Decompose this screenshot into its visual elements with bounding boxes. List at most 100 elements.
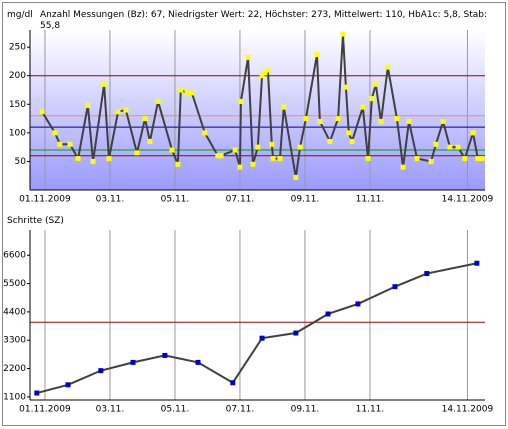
x-tick-label: 09.11. — [291, 405, 320, 415]
data-point — [406, 118, 412, 124]
data-point — [365, 156, 371, 162]
data-point — [327, 138, 333, 144]
x-tick-label: 01.11.2009 — [19, 405, 71, 415]
x-tick-label: 03.11. — [96, 405, 125, 415]
y-axis-label: Schritte (SZ) — [7, 216, 64, 226]
data-point — [115, 109, 121, 115]
data-point — [232, 147, 238, 153]
data-point — [303, 116, 309, 122]
y-tick-label: 1100 — [3, 392, 26, 402]
data-point — [335, 116, 341, 122]
x-tick-label: 14.11.2009 — [442, 195, 494, 205]
data-point — [340, 31, 346, 37]
data-point — [360, 104, 366, 110]
data-point — [297, 144, 303, 150]
data-point — [270, 156, 276, 162]
y-tick-label: 100 — [9, 128, 26, 138]
y-tick-label: 6600 — [3, 251, 26, 261]
data-point — [178, 87, 184, 93]
data-point — [293, 174, 299, 180]
data-point — [184, 90, 190, 96]
data-point — [130, 359, 136, 365]
data-point — [101, 81, 107, 87]
data-point — [355, 301, 361, 307]
data-point — [455, 144, 461, 150]
data-point — [392, 284, 398, 290]
data-point — [262, 70, 268, 76]
data-point — [189, 90, 195, 96]
data-point — [75, 156, 81, 162]
data-point — [385, 64, 391, 70]
data-point — [277, 156, 283, 162]
data-point — [162, 352, 168, 358]
data-point — [230, 380, 236, 386]
data-point — [106, 156, 112, 162]
data-point — [147, 138, 153, 144]
data-point — [85, 102, 91, 108]
data-point — [269, 141, 275, 147]
data-point — [65, 382, 71, 388]
chart-title: Anzahl Messungen (Bz): 67, Niedrigster W… — [40, 10, 488, 31]
x-tick-label: 07.11. — [226, 405, 255, 415]
data-point — [34, 390, 40, 396]
data-point — [400, 164, 406, 170]
data-point — [134, 150, 140, 156]
data-point — [317, 118, 323, 124]
data-point — [195, 359, 201, 365]
x-tick-label: 05.11. — [161, 405, 190, 415]
data-point — [52, 130, 58, 136]
x-tick-label: 09.11. — [291, 195, 320, 205]
data-point — [238, 98, 244, 104]
data-point — [255, 144, 261, 150]
x-tick-label: 05.11. — [161, 195, 190, 205]
data-line — [36, 262, 478, 395]
x-tick-label: 14.11.2009 — [442, 405, 494, 415]
x-tick-label: 01.11.2009 — [19, 195, 71, 205]
data-point — [98, 368, 104, 374]
x-tick-label: 11.11. — [356, 195, 385, 205]
x-tick-label: 03.11. — [96, 195, 125, 205]
y-tick-label: 2200 — [3, 364, 26, 374]
data-point — [440, 118, 446, 124]
data-point — [325, 311, 331, 317]
y-tick-label: 150 — [9, 100, 26, 110]
data-point — [470, 130, 476, 136]
data-point — [369, 96, 375, 102]
y-tick-label: 3300 — [3, 336, 26, 346]
data-point — [90, 158, 96, 164]
data-point — [39, 109, 45, 115]
data-point — [67, 141, 73, 147]
y-tick-label: 200 — [9, 71, 26, 81]
data-point — [378, 118, 384, 124]
data-point — [314, 52, 320, 58]
data-point — [169, 147, 175, 153]
plot-background — [30, 230, 485, 400]
data-point — [250, 161, 256, 167]
data-point — [123, 107, 129, 113]
y-axis-label: mg/dl — [7, 10, 33, 20]
data-point — [373, 81, 379, 87]
data-point — [259, 73, 265, 79]
data-point — [475, 156, 481, 162]
data-point — [57, 141, 63, 147]
data-point — [175, 161, 181, 167]
data-point — [424, 271, 430, 277]
x-tick-label: 07.11. — [226, 195, 255, 205]
data-line — [41, 33, 483, 178]
data-point — [479, 156, 485, 162]
data-point — [218, 153, 224, 159]
data-point — [394, 116, 400, 122]
y-tick-label: 5500 — [3, 279, 26, 289]
data-point — [349, 138, 355, 144]
data-point — [237, 164, 243, 170]
data-point — [202, 130, 208, 136]
x-tick-label: 11.11. — [356, 405, 385, 415]
data-point — [265, 67, 271, 73]
data-point — [155, 98, 161, 104]
data-point — [474, 260, 480, 266]
data-point — [428, 158, 434, 164]
data-point — [343, 84, 349, 90]
